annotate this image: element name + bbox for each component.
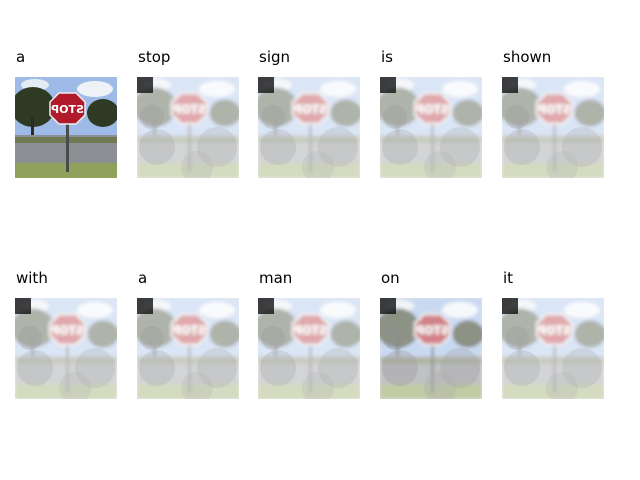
caption-word: stop	[138, 48, 171, 66]
attention-map-image: STOP	[137, 77, 239, 178]
caption-word: sign	[259, 48, 291, 66]
caption-word: is	[381, 48, 393, 66]
caption-word: shown	[503, 48, 552, 66]
caption-word: man	[259, 269, 293, 287]
caption-word: a	[138, 269, 148, 287]
attention-map-image: STOP	[502, 77, 604, 178]
attention-map-image: STOP	[15, 77, 117, 178]
attention-map-image: STOP	[258, 298, 360, 399]
attention-map-image: STOP	[380, 77, 482, 178]
attention-map-image: STOP	[502, 298, 604, 399]
caption-word: on	[381, 269, 400, 287]
attention-map-image: STOP	[258, 77, 360, 178]
attention-map-image: STOP	[380, 298, 482, 399]
attention-map-image: STOP	[15, 298, 117, 399]
caption-word: with	[16, 269, 48, 287]
caption-word: a	[16, 48, 26, 66]
svg-text:STOP: STOP	[416, 324, 449, 337]
svg-text:STOP: STOP	[51, 103, 84, 116]
attention-map-image: STOP	[137, 298, 239, 399]
caption-word: it	[503, 269, 514, 287]
